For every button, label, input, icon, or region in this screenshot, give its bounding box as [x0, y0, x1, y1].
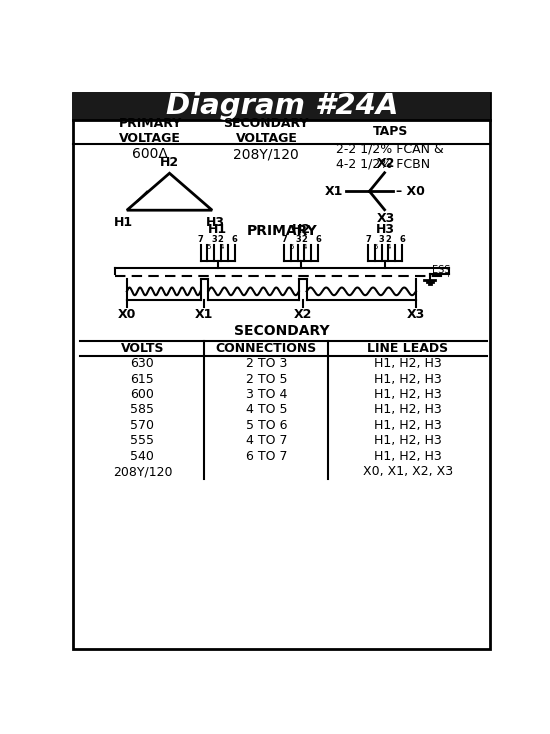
Text: 7: 7 — [365, 236, 371, 244]
Text: – X0: – X0 — [396, 185, 425, 197]
Text: 5: 5 — [206, 244, 211, 250]
Text: CONNECTIONS: CONNECTIONS — [216, 342, 317, 355]
Text: X0: X0 — [118, 308, 136, 321]
Text: 6: 6 — [315, 236, 321, 244]
Text: 600: 600 — [130, 388, 155, 401]
Text: H1: H1 — [208, 223, 227, 236]
Text: 7: 7 — [282, 236, 287, 244]
Text: H1, H2, H3: H1, H2, H3 — [374, 419, 442, 432]
Text: 630: 630 — [130, 357, 154, 370]
Text: 3: 3 — [379, 236, 385, 244]
Text: H3: H3 — [206, 217, 225, 229]
Text: H1, H2, H3: H1, H2, H3 — [374, 373, 442, 385]
Text: H1, H2, H3: H1, H2, H3 — [374, 450, 442, 462]
Text: 2: 2 — [218, 236, 224, 244]
Text: 3 TO 4: 3 TO 4 — [246, 388, 287, 401]
Text: 570: 570 — [130, 419, 155, 432]
Text: 600Δ: 600Δ — [132, 148, 168, 161]
Text: 2-2 1/2% FCAN &
4-2 1/2% FCBN: 2-2 1/2% FCAN & 4-2 1/2% FCBN — [337, 142, 444, 170]
Text: SECONDARY
VOLTAGE: SECONDARY VOLTAGE — [224, 117, 309, 145]
Text: 3: 3 — [212, 236, 217, 244]
Text: H1, H2, H3: H1, H2, H3 — [374, 435, 442, 447]
Text: 4 TO 7: 4 TO 7 — [246, 435, 287, 447]
Text: X3: X3 — [407, 308, 425, 321]
Text: 4: 4 — [303, 244, 307, 250]
Text: 6: 6 — [232, 236, 238, 244]
Bar — [73, 92, 491, 120]
Text: Diagram #24A: Diagram #24A — [166, 92, 398, 120]
Text: H1, H2, H3: H1, H2, H3 — [374, 404, 442, 416]
Text: X3: X3 — [377, 212, 395, 225]
Text: H2: H2 — [160, 156, 179, 170]
Text: ESS: ESS — [432, 265, 450, 275]
Text: 7: 7 — [197, 236, 204, 244]
Text: H2: H2 — [292, 223, 311, 236]
Text: 4: 4 — [387, 244, 391, 250]
Text: H1, H2, H3: H1, H2, H3 — [374, 357, 442, 370]
Text: 208Y/120: 208Y/120 — [234, 148, 299, 161]
Text: TAPS: TAPS — [373, 125, 408, 138]
Text: 6: 6 — [399, 236, 405, 244]
Text: X1: X1 — [324, 185, 343, 197]
Text: 3: 3 — [295, 236, 301, 244]
Text: X0, X1, X2, X3: X0, X1, X2, X3 — [363, 465, 453, 478]
Text: X2: X2 — [294, 308, 312, 321]
Text: 5: 5 — [290, 244, 294, 250]
Text: VOLTS: VOLTS — [120, 342, 164, 355]
Text: 4: 4 — [219, 244, 224, 250]
Text: 208Y/120: 208Y/120 — [113, 465, 172, 478]
Text: 540: 540 — [130, 450, 155, 462]
Text: X2: X2 — [377, 158, 395, 170]
Text: PRIMARY: PRIMARY — [246, 224, 317, 238]
Text: 2: 2 — [301, 236, 307, 244]
Text: 555: 555 — [130, 435, 155, 447]
Text: 4 TO 5: 4 TO 5 — [246, 404, 287, 416]
Text: 6 TO 7: 6 TO 7 — [246, 450, 287, 462]
Text: 5 TO 6: 5 TO 6 — [246, 419, 287, 432]
Text: 2: 2 — [385, 236, 391, 244]
Text: H3: H3 — [376, 223, 394, 236]
Text: 5: 5 — [373, 244, 378, 250]
Text: SECONDARY: SECONDARY — [234, 324, 329, 338]
Text: LINE LEADS: LINE LEADS — [367, 342, 448, 355]
Text: 2 TO 5: 2 TO 5 — [246, 373, 287, 385]
Text: H1, H2, H3: H1, H2, H3 — [374, 388, 442, 401]
Text: 585: 585 — [130, 404, 155, 416]
Text: 615: 615 — [130, 373, 154, 385]
Text: H1: H1 — [114, 217, 133, 229]
Text: PRIMARY
VOLTAGE: PRIMARY VOLTAGE — [118, 117, 182, 145]
Text: 2 TO 3: 2 TO 3 — [246, 357, 287, 370]
Text: X1: X1 — [195, 308, 213, 321]
